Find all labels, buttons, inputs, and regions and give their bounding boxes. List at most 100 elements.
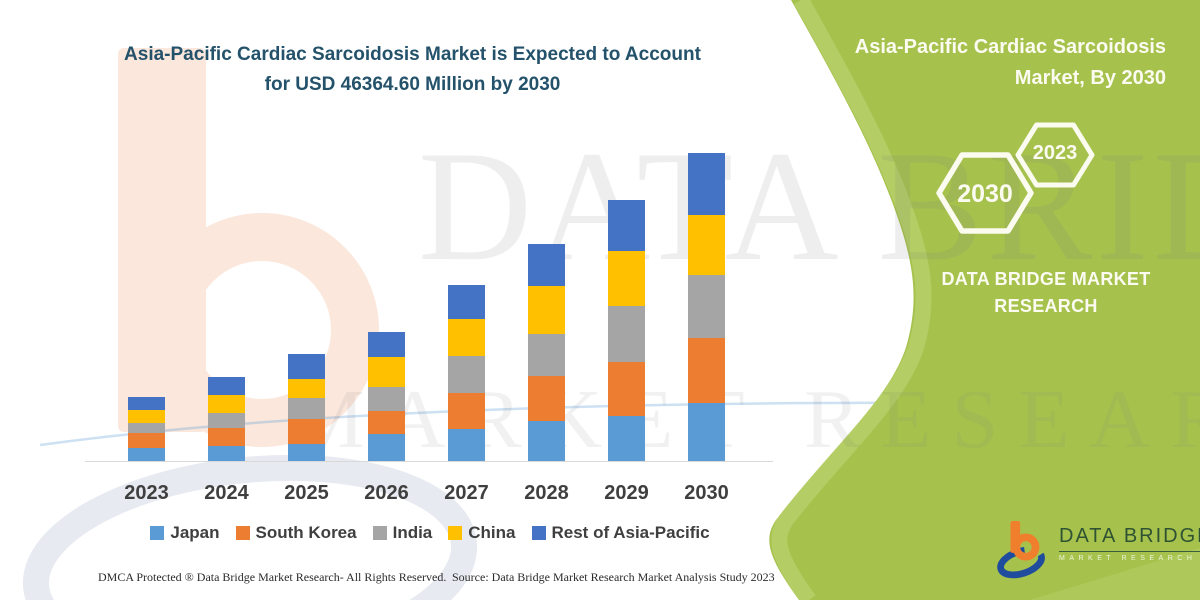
bar-segment-rest-of-asia-pacific — [368, 331, 405, 358]
bar-segment-china — [528, 286, 565, 335]
side-panel-title: Asia-Pacific Cardiac Sarcoidosis Market,… — [854, 36, 1166, 89]
bar-segment-japan — [208, 446, 245, 462]
bar-segment-south-korea — [608, 362, 645, 416]
badge-year-2023: 2023 — [1032, 142, 1078, 164]
bar-segment-china — [288, 378, 325, 398]
legend-item-south-korea: South Korea — [235, 523, 357, 543]
logo-b-icon — [1010, 521, 1040, 561]
gray-ring-watermark-icon — [22, 454, 478, 600]
footer-dmca-text: DMCA Protected ® Data Bridge Market Rese… — [98, 570, 447, 584]
bar-segment-japan — [688, 402, 725, 462]
legend-label: South Korea — [255, 523, 357, 542]
legend-item-india: India — [372, 523, 433, 543]
bar-segment-japan — [608, 415, 645, 462]
bar-segment-south-korea — [208, 427, 245, 447]
x-axis-label-2030: 2030 — [684, 482, 729, 504]
legend-item-rest-of-asia-pacific: Rest of Asia-Pacific — [531, 523, 710, 543]
bar-segment-japan — [368, 434, 405, 462]
page-title: Asia-Pacific Cardiac Sarcoidosis Market … — [85, 40, 740, 100]
bar-segment-south-korea — [448, 392, 485, 430]
bar-segment-china — [368, 357, 405, 387]
bar-segment-rest-of-asia-pacific — [288, 354, 325, 379]
hexagon-2023-icon — [1015, 122, 1095, 188]
bar-segment-south-korea — [688, 337, 725, 403]
bar-segment-japan — [288, 443, 325, 462]
hexagon-2030-icon — [936, 152, 1034, 234]
bar-segment-china — [688, 215, 725, 275]
bar-segment-south-korea — [128, 432, 165, 448]
bar-chart — [85, 140, 775, 462]
bar-segment-india — [528, 334, 565, 376]
bar-segment-china — [208, 394, 245, 414]
green-panel-edge-highlight — [771, 0, 932, 600]
legend-swatch-icon — [448, 526, 463, 540]
brand-text-line2: RESEARCH — [994, 296, 1098, 316]
bar-segment-south-korea — [528, 375, 565, 421]
bar-segment-india — [448, 356, 485, 393]
bar-segment-india — [608, 306, 645, 363]
dbmr-logo: DATA BRIDGE MARKET RESEARCH — [996, 517, 1200, 579]
legend-label: China — [468, 523, 516, 542]
x-axis-label-2029: 2029 — [604, 482, 649, 504]
bar-segment-china — [128, 410, 165, 423]
legend-label: Japan — [170, 523, 220, 542]
x-axis-label-2026: 2026 — [364, 482, 409, 504]
legend-label: India — [392, 523, 433, 542]
bar-2027 — [448, 285, 485, 462]
bar-segment-rest-of-asia-pacific — [208, 377, 245, 395]
legend-swatch-icon — [150, 526, 165, 540]
bar-2026 — [368, 331, 405, 462]
x-axis-label-2023: 2023 — [124, 482, 169, 504]
bar-segment-india — [128, 422, 165, 433]
green-corner-highlight — [1030, 548, 1200, 600]
bar-segment-rest-of-asia-pacific — [688, 153, 725, 216]
bar-segment-rest-of-asia-pacific — [448, 285, 485, 320]
bar-segment-china — [608, 251, 645, 307]
legend-item-china: China — [448, 523, 516, 543]
legend-label: Rest of Asia-Pacific — [551, 523, 710, 542]
legend-item-japan: Japan — [150, 523, 220, 543]
x-axis-line — [85, 461, 773, 462]
peach-b-watermark-icon — [118, 48, 379, 447]
bar-2024 — [208, 377, 245, 462]
legend-swatch-icon — [531, 526, 546, 540]
x-axis-label-2027: 2027 — [444, 482, 489, 504]
brand-text-line1: DATA BRIDGE MARKET — [941, 269, 1151, 289]
bar-segment-japan — [128, 447, 165, 462]
bar-segment-india — [208, 413, 245, 428]
bar-segment-japan — [448, 429, 485, 462]
legend-swatch-icon — [372, 526, 387, 540]
badge-year-2030: 2030 — [957, 180, 1013, 208]
watermark-text-secondary: MARKET RESEARCH — [290, 373, 1200, 466]
bar-2029 — [608, 199, 645, 462]
bar-segment-south-korea — [288, 418, 325, 444]
x-axis-label-2025: 2025 — [284, 482, 329, 504]
x-axis-label-2024: 2024 — [204, 482, 249, 504]
bar-segment-japan — [528, 420, 565, 462]
brand-text: DATA BRIDGE MARKET RESEARCH — [912, 266, 1180, 320]
bar-segment-south-korea — [368, 410, 405, 434]
legend-swatch-icon — [235, 526, 250, 540]
dbmr-logo-icon — [997, 521, 1045, 579]
bar-2025 — [288, 354, 325, 462]
logo-title: DATA BRIDGE — [1059, 525, 1200, 552]
legend: Japan South Korea India China Rest of Asia-P… — [85, 523, 775, 543]
bar-segment-india — [368, 386, 405, 411]
bar-segment-rest-of-asia-pacific — [608, 199, 645, 252]
x-axis-label-2028: 2028 — [524, 482, 569, 504]
bar-segment-india — [288, 397, 325, 419]
bar-segment-rest-of-asia-pacific — [128, 396, 165, 411]
bar-segment-rest-of-asia-pacific — [528, 244, 565, 287]
page-title-line1: Asia-Pacific Cardiac Sarcoidosis Market … — [124, 44, 701, 65]
bar-2028 — [528, 244, 565, 462]
logo-subtitle: MARKET RESEARCH — [1059, 555, 1197, 562]
page-title-line2: for USD 46364.60 Million by 2030 — [264, 74, 561, 95]
bar-segment-india — [688, 274, 725, 338]
bar-2023 — [128, 396, 165, 462]
bar-segment-china — [448, 319, 485, 357]
bar-2030 — [688, 153, 725, 462]
